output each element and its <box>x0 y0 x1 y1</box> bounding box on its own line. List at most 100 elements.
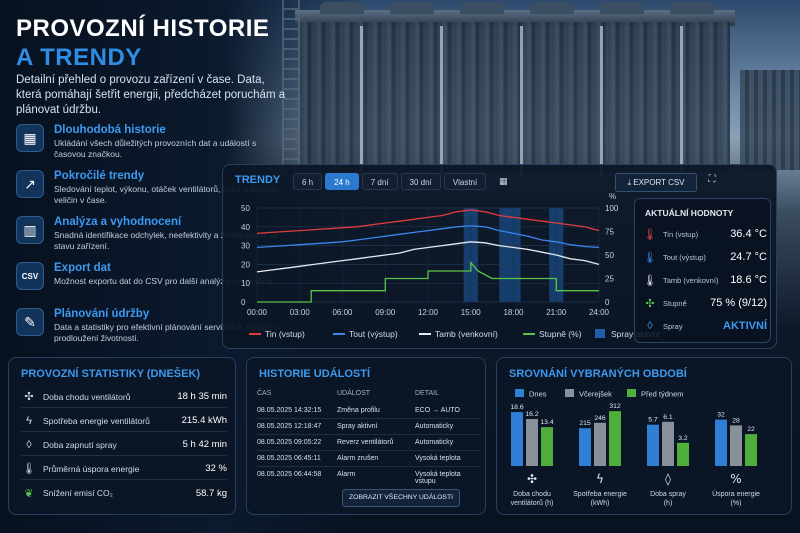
y-right-tick-label: 75 <box>605 228 614 237</box>
legend-label: Před týdnem <box>641 390 684 399</box>
event-row[interactable]: 08.05.2025 09:05:22 Reverz ventilátorů A… <box>257 436 479 451</box>
range-30d-button[interactable]: 30 dní <box>400 173 441 190</box>
event-detail: Vysoká teplota vstupu <box>415 471 461 485</box>
current-value-row: ✣ Stupně 75 % (9/12) <box>643 292 767 314</box>
expand-icon[interactable]: ⛶ <box>708 174 716 185</box>
range-6h-button[interactable]: 6 h <box>293 173 323 190</box>
current-label: Tout (výstup) <box>663 252 706 262</box>
stat-row: ❦ Snížení emisí CO₂ 58.7 kg <box>21 482 227 504</box>
y-right-tick-label: 0 <box>605 298 610 307</box>
group-label: Doba spray <box>650 491 686 498</box>
current-label: Spray <box>663 321 683 331</box>
event-name: Reverz ventilátorů <box>337 439 394 446</box>
fan-icon: ✣ <box>24 391 34 403</box>
legend-label: Tout (výstup) <box>349 329 398 339</box>
current-value: 75 % (9/12) <box>710 297 767 309</box>
bar-value-label: 215 <box>579 420 591 427</box>
x-tick-label: 24:00 <box>589 308 610 317</box>
range-7d-button[interactable]: 7 dní <box>361 173 398 190</box>
feature-desc: Ukládání všech důležitých provozních dat… <box>54 138 257 159</box>
event-row[interactable]: 08.05.2025 06:45:11 Alarm zrušen Vysoká … <box>257 452 479 467</box>
legend-label: Stupně (%) <box>539 329 582 339</box>
feature-desc: Sledování teplot, výkonu, otáček ventilá… <box>54 184 278 205</box>
y-left-tick-label: 40 <box>241 223 250 232</box>
event-time: 08.05.2025 06:44:58 <box>257 471 322 478</box>
events-header-time: ČAS <box>257 390 272 397</box>
tower-fan <box>460 2 504 14</box>
thermometer-red-icon: 🌡 <box>643 228 657 241</box>
x-tick-label: 06:00 <box>332 308 353 317</box>
stat-row: 🌡 Průměrná úspora energie 32 % <box>21 458 227 480</box>
drop-icon: ◊ <box>665 472 671 486</box>
time-range-selector: 6 h 24 h 7 dní 30 dní Vlastní ▦ <box>293 173 513 190</box>
y-right-axis-label: % <box>609 192 616 201</box>
stat-label: Snížení emisí CO₂ <box>43 488 113 498</box>
feature-title: Dlouhodobá historie <box>54 124 166 136</box>
tower-truss <box>360 26 363 176</box>
feature-item: CSV Export dat Možnost exportu dat do CSV… <box>16 262 286 308</box>
current-values-card: AKTUÁLNÍ HODNOTY 🌡 Tin (vstup) 36.4 °C 🌡… <box>634 198 771 343</box>
current-value-row: ◊ Spray AKTIVNÍ <box>643 315 767 337</box>
current-value: 36.4 °C <box>730 228 767 240</box>
stat-label: Doba chodu ventilátorů <box>43 391 131 402</box>
events-title: HISTORIE UDÁLOSTÍ <box>259 368 371 380</box>
tower-truss <box>520 26 523 176</box>
event-name: Změna profilu <box>337 407 380 414</box>
percent-icon: % <box>730 472 741 486</box>
event-time: 08.05.2025 14:32:15 <box>257 407 322 414</box>
event-row[interactable]: 08.05.2025 06:44:58 Alarm Vysoká teplota… <box>257 468 479 485</box>
analysis-icon: ▥ <box>16 216 44 244</box>
tower-ladder <box>282 0 300 180</box>
event-name: Alarm zrušen <box>337 455 379 462</box>
drop-icon: ◊ <box>647 320 653 332</box>
trend-chart: 0 10 20 30 40 50 0 25 50 75 100% 00:00 03:00 06:00 09:… <box>241 192 661 339</box>
current-value: 24.7 °C <box>730 251 767 263</box>
stats-panel: PROVOZNÍ STATISTIKY (DNEŠEK) ✣ Doba chod… <box>8 357 236 515</box>
calendar-icon[interactable]: ▦ <box>498 176 508 186</box>
range-custom-button[interactable]: Vlastní <box>443 173 487 190</box>
event-row[interactable]: 08.05.2025 12:18:47 Spray aktivní Automa… <box>257 420 479 435</box>
fan-icon: ✣ <box>527 472 537 486</box>
event-row[interactable]: 08.05.2025 14:32:15 Změna profilu ECO → … <box>257 404 479 419</box>
feature-item: ✎ Plánování údržby Data a statistiky pro … <box>16 308 286 354</box>
bolt-icon: ϟ <box>26 414 32 427</box>
event-detail: Automaticky <box>415 439 454 446</box>
calendar-icon: ▦ <box>16 124 44 152</box>
y-right-tick-label: 100 <box>605 204 619 213</box>
feature-item: ▥ Analýza a vyhodnocení Snadná identifika… <box>16 216 286 262</box>
event-name: Alarm <box>337 471 356 478</box>
show-all-events-button[interactable]: ZOBRAZIT VŠECHNY UDÁLOSTI <box>342 489 460 507</box>
stat-row: ϟ Spotřeba energie ventilátorů 215.4 kWh <box>21 410 227 432</box>
feature-title: Plánování údržby <box>54 308 150 320</box>
bar-value-label: 18.6 <box>510 404 523 411</box>
group-label: Úspora energie <box>712 489 760 498</box>
event-name: Spray aktivní <box>337 423 378 430</box>
x-tick-label: 15:00 <box>461 308 482 317</box>
group-label: ventilátorů (h) <box>511 499 554 507</box>
legend-swatch <box>595 329 605 338</box>
export-csv-button[interactable]: ⤓ EXPORT CSV <box>615 173 697 192</box>
series-line <box>256 241 600 273</box>
cooling-tower <box>300 22 730 172</box>
stat-row: ◊ Doba zapnutí spray 5 h 42 min <box>21 434 227 456</box>
bar-value-label: 246 <box>594 415 606 422</box>
compare-chart: Dnes Včerejšek Před týdnem 18.616.213.4 ✣ Dob… <box>510 389 760 507</box>
range-24h-button[interactable]: 24 h <box>325 173 359 190</box>
bar-value-label: 5.7 <box>648 417 658 424</box>
legend-label: Dnes <box>529 390 547 399</box>
event-time: 08.05.2025 09:05:22 <box>257 439 322 446</box>
event-time: 08.05.2025 12:18:47 <box>257 423 322 430</box>
spray-status-value: AKTIVNÍ <box>723 320 767 332</box>
x-tick-label: 00:00 <box>247 308 268 317</box>
stat-label: Doba zapnutí spray <box>43 439 117 450</box>
y-left-tick-label: 20 <box>241 260 250 269</box>
feature-title: Analýza a vyhodnocení <box>54 216 182 228</box>
x-tick-label: 12:00 <box>418 308 439 317</box>
legend-label: Včerejšek <box>579 390 612 399</box>
compare-bar <box>715 419 727 466</box>
y-left-tick-label: 30 <box>241 242 250 251</box>
x-tick-label: 09:00 <box>375 308 396 317</box>
compare-bar <box>609 411 621 466</box>
csv-file-icon: CSV <box>16 262 44 290</box>
events-panel: HISTORIE UDÁLOSTÍ ČAS UDÁLOST DETAIL 08.… <box>246 357 486 515</box>
